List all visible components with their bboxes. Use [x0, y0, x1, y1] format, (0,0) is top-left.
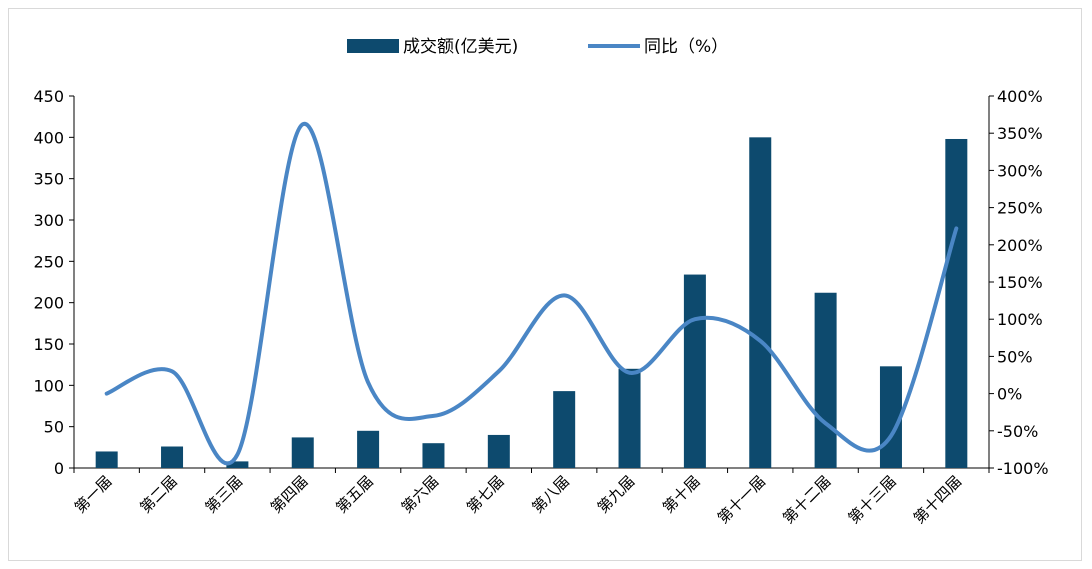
bar	[95, 451, 118, 468]
left-tick-label: 450	[33, 87, 64, 106]
bar	[683, 274, 706, 468]
right-tick-label: 400%	[997, 87, 1043, 106]
bar	[487, 434, 510, 468]
bar-series	[95, 137, 968, 469]
bar	[357, 430, 380, 468]
category-label: 第十一届	[714, 472, 769, 527]
category-labels: 第一届 第二届 第三届 第四届 第五届 第六届 第七届 第八届 第九届 第十届 第十一届 第十二届 第十…	[71, 472, 965, 527]
left-tick-label: 300	[33, 211, 64, 230]
line-series	[104, 122, 959, 466]
legend-bar-label: 成交额(亿美元)	[403, 37, 518, 57]
bar	[226, 461, 249, 468]
chart-frame	[8, 8, 1082, 561]
left-tick-label: 150	[33, 335, 64, 354]
category-label: 第六届	[398, 472, 443, 517]
left-tick-label: 350	[33, 170, 64, 189]
category-label: 第五届	[332, 472, 377, 517]
bar	[553, 391, 576, 468]
category-label: 第七届	[463, 472, 508, 517]
right-tick-label: 0%	[997, 385, 1022, 404]
left-tick-label: 100	[33, 376, 64, 395]
bar	[749, 137, 772, 469]
category-label: 第一届	[71, 472, 116, 517]
category-label: 第十三届	[845, 472, 900, 527]
right-tick-label: 350%	[997, 124, 1043, 143]
right-tick-label: 150%	[997, 273, 1043, 292]
left-tick-label: 250	[33, 252, 64, 271]
legend-bar-swatch	[347, 39, 399, 53]
axes: 0 50 100 150 200 250 300 350 400 450 -100% -50% 0% 50…	[33, 87, 1048, 478]
category-label: 第四届	[267, 472, 312, 517]
bar	[161, 446, 184, 468]
bar	[291, 437, 314, 468]
bar	[618, 368, 641, 468]
right-tick-label: 50%	[997, 347, 1033, 366]
left-tick-label: 400	[33, 128, 64, 147]
bar	[814, 292, 837, 468]
legend: 成交额(亿美元) 同比（%）	[347, 37, 728, 57]
right-tick-label: 250%	[997, 199, 1043, 218]
left-tick-label: 50	[44, 418, 64, 437]
legend-line-label: 同比（%）	[644, 37, 728, 57]
right-tick-label: 300%	[997, 161, 1043, 180]
right-tick-label: -50%	[997, 422, 1038, 441]
left-tick-label: 0	[54, 459, 64, 478]
right-tick-label: 200%	[997, 236, 1043, 255]
category-label: 第三届	[202, 472, 247, 517]
bar	[945, 138, 968, 468]
category-label: 第十届	[659, 472, 704, 517]
right-tick-label: 100%	[997, 310, 1043, 329]
right-tick-label: -100%	[997, 459, 1049, 478]
category-label: 第八届	[528, 472, 573, 517]
category-label: 第二届	[136, 472, 181, 517]
left-tick-label: 200	[33, 294, 64, 313]
category-label: 第十四届	[910, 472, 965, 527]
category-label: 第九届	[594, 472, 639, 517]
category-label: 第十二届	[779, 472, 834, 527]
bar	[422, 443, 445, 468]
